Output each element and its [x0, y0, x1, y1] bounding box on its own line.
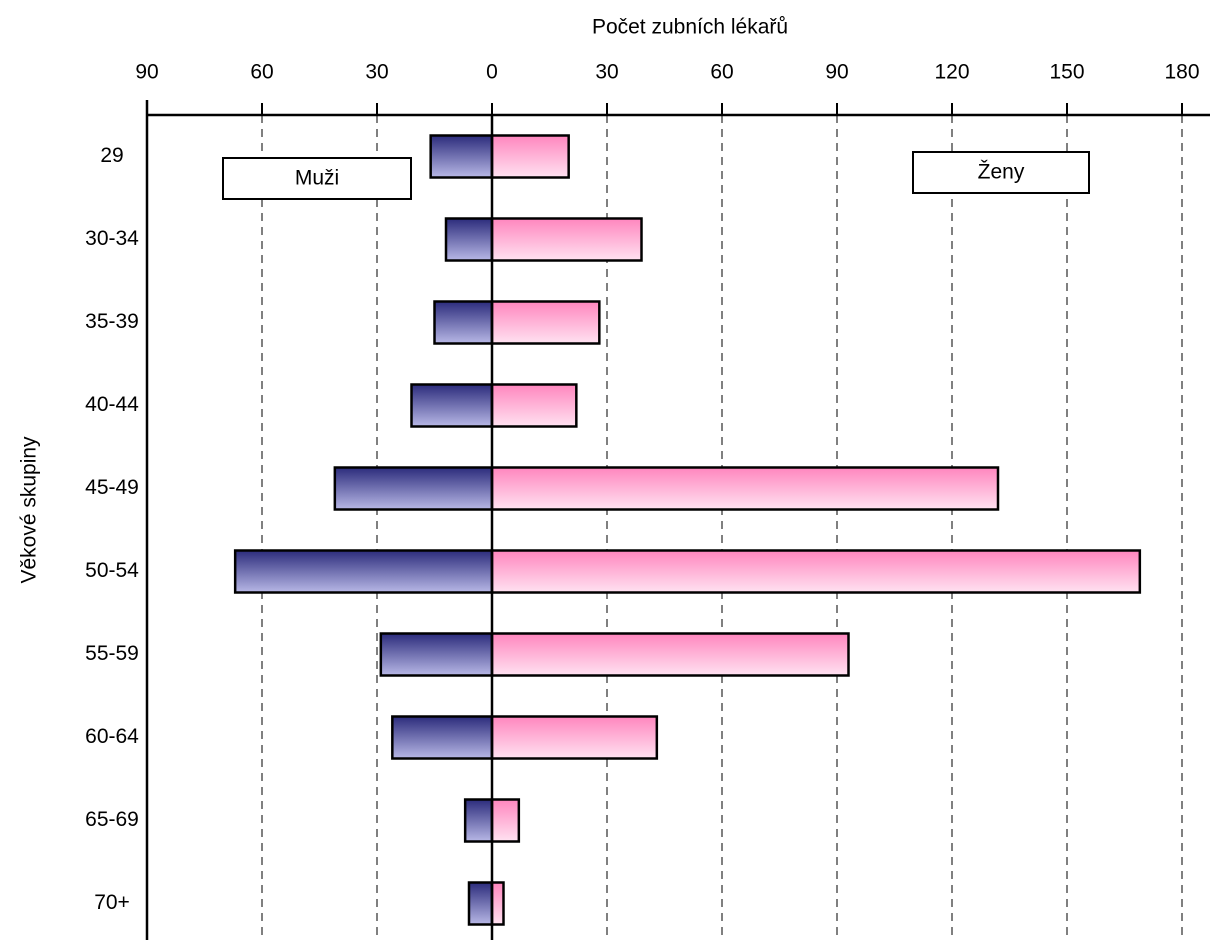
y-tick-label: 55-59 [85, 642, 139, 665]
x-tick-label: 180 [1164, 61, 1199, 84]
y-tick-label: 35-39 [85, 310, 139, 333]
y-tick-label: 29 [100, 144, 123, 167]
bar [467, 881, 494, 926]
x-tick-label: 120 [934, 61, 969, 84]
bar [333, 466, 494, 511]
bar [490, 798, 521, 843]
bar [490, 715, 659, 760]
y-tick-label: 70+ [94, 891, 130, 914]
x-tick-label: 90 [135, 61, 158, 84]
legend-box [912, 151, 1090, 194]
y-tick-label: 45-49 [85, 476, 139, 499]
bar [391, 715, 494, 760]
y-tick-label: 65-69 [85, 808, 139, 831]
bar [490, 881, 505, 926]
legend-label: Ženy [978, 161, 1025, 184]
bar [429, 134, 494, 179]
bar [463, 798, 494, 843]
x-tick-label: 30 [365, 61, 388, 84]
y-tick-label: 30-34 [85, 227, 139, 250]
y-tick-label: 50-54 [85, 559, 139, 582]
legend-box [222, 157, 412, 200]
y-axis-label: Věkové skupiny [18, 436, 41, 584]
x-tick-label: 30 [595, 61, 618, 84]
y-tick-label: 40-44 [85, 393, 139, 416]
x-tick-label: 0 [486, 61, 498, 84]
bar [490, 383, 578, 428]
legend-label: Muži [295, 167, 339, 190]
x-tick-label: 90 [825, 61, 848, 84]
bar [490, 217, 643, 262]
bar [379, 632, 494, 677]
bar [233, 549, 494, 594]
bar [490, 466, 1000, 511]
bar [444, 217, 494, 262]
bar [490, 300, 601, 345]
x-tick-label: 60 [250, 61, 273, 84]
chart-title: Počet zubních lékařů [592, 16, 788, 39]
bar [410, 383, 494, 428]
y-tick-label: 60-64 [85, 725, 139, 748]
bar [490, 549, 1142, 594]
bar [490, 632, 850, 677]
bar [490, 134, 570, 179]
bar [433, 300, 494, 345]
x-tick-label: 150 [1049, 61, 1084, 84]
x-tick-label: 60 [710, 61, 733, 84]
